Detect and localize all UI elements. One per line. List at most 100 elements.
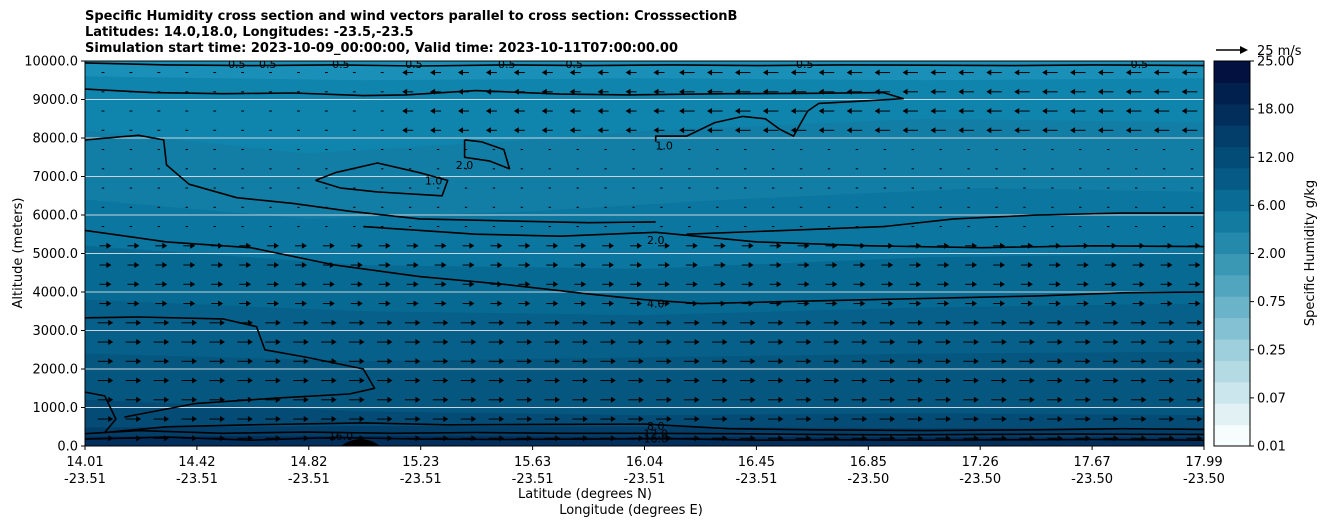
wind-vector-head [778,377,784,384]
wind-vector-head [1001,339,1007,346]
wind-vector-head [890,396,896,403]
colorbar-swatch [1214,146,1250,169]
wind-vector-head [778,416,784,423]
wind-vector-head [902,88,908,95]
wind-vector-head [818,69,824,76]
wind-vector-head [247,319,253,326]
wind-vector-head [888,300,894,307]
wind-vector-head [653,127,659,134]
wind-vector-head [945,435,951,442]
wind-vector-head [553,242,559,249]
wind-vector-head [1042,127,1048,134]
wind-vector-head [218,281,224,288]
wind-vector-head [1197,416,1203,423]
colorbar-swatch [1214,381,1250,404]
x-tick-label-latitude: 14.42 [178,455,215,470]
wind-vector-head [219,358,225,365]
wind-vector-head [136,396,142,403]
wind-vector-head [597,88,603,95]
wind-vector-head [108,416,114,423]
wind-vector-head [1085,339,1091,346]
wind-vector-head [469,281,475,288]
wind-vector-head [762,108,768,115]
wind-vector-head [778,435,784,442]
wind-vector-head [597,127,603,134]
wind-vector-head [1125,88,1131,95]
wind-vector-head [413,262,419,269]
wind-vector-head [1169,435,1175,442]
wind-vector-head [192,396,198,403]
wind-vector-head [471,358,477,365]
wind-vector-head [972,262,978,269]
wind-vector-head [664,262,670,269]
wind-vector-head [190,300,196,307]
wind-vector-head [136,377,142,384]
wind-vector-head [164,358,170,365]
wind-vector-head [636,262,642,269]
wind-vector-head [944,262,950,269]
wind-vector-head [555,319,561,326]
wind-vector-head [1167,281,1173,288]
wind-vector-head [499,319,505,326]
contour-line-1 [85,134,656,224]
wind-vector-head [916,281,922,288]
wind-vector-head [303,358,309,365]
wind-vector-head [720,281,726,288]
wind-vector-head [303,319,309,326]
wind-vector-head [331,339,337,346]
wind-vector-head [329,262,335,269]
colorbar-tick-label: 6.00 [1257,199,1286,214]
wind-vector-head [945,377,951,384]
wind-vector-head [778,358,784,365]
wind-vector-head [806,339,812,346]
wind-vector-head [973,435,979,442]
wind-vector-head [331,377,337,384]
wind-vector-head [1057,339,1063,346]
contour-line-2 [686,212,1204,235]
wind-vector-head [513,108,519,115]
wind-vector-head [862,339,868,346]
wind-vector-head [930,69,936,76]
wind-vector-head [1153,88,1159,95]
wind-vector-head [707,69,713,76]
wind-vector-head [1055,262,1061,269]
wind-vector-head [918,396,924,403]
wind-vector-head [553,262,559,269]
wind-vector-head [581,242,587,249]
contour-line-1 [315,162,449,197]
wind-vector-head [443,435,449,442]
wind-vector-head [832,262,838,269]
wind-vector-head [555,435,561,442]
wind-vector-head [1070,127,1076,134]
wind-vector-head [986,88,992,95]
wind-vector-head [834,339,840,346]
wind-vector-head [653,69,659,76]
wind-vector-head [430,108,436,115]
wind-vector-head [1197,319,1203,326]
wind-vector-head [666,339,672,346]
wind-vector-head [247,435,253,442]
wind-vector-head [846,108,852,115]
wind-vector-head [625,108,631,115]
wind-vector-head [610,377,616,384]
wind-vector-head [301,281,307,288]
wind-vector-head [497,281,503,288]
wind-vector-head [666,319,672,326]
wind-vector-head [790,69,796,76]
wind-vector-head [1057,358,1063,365]
wind-vector-head [301,242,307,249]
wind-vector-head [862,416,868,423]
wind-vector-head [902,108,908,115]
wind-vector-head [1141,377,1147,384]
wind-vector-head [136,339,142,346]
wind-vector-head [218,242,224,249]
y-axis: 0.0 1000.0 2000.0 3000.0 4000.0 5000.0 6000.0 7… [24,55,85,455]
wind-vector-head [1153,127,1159,134]
wind-vector-head [1181,69,1187,76]
wind-vector-head [485,69,491,76]
wind-vector-head [679,127,685,134]
wind-vector-head [1113,358,1119,365]
wind-vector-head [778,319,784,326]
wind-vector-head [890,377,896,384]
wind-vector-head [1027,242,1033,249]
